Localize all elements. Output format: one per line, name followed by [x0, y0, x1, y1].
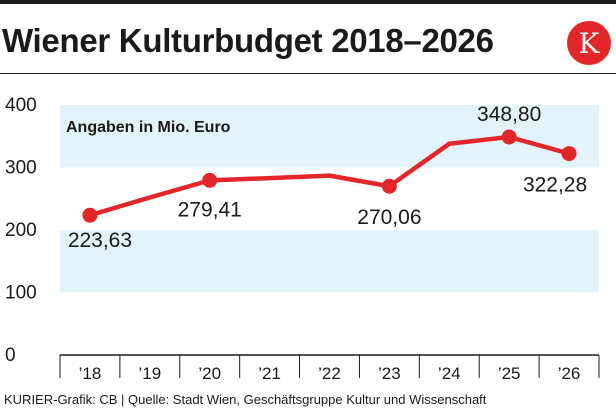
source-footer: KURIER-Grafik: CB | Quelle: Stadt Wien, …	[4, 392, 487, 407]
data-label: 322,28	[523, 174, 587, 197]
chart-subtitle: Angaben in Mio. Euro	[66, 119, 231, 136]
data-point-marker	[202, 172, 218, 188]
data-label: 223,63	[68, 229, 132, 252]
x-tick-label: ’19	[138, 364, 161, 383]
x-tick-label: ’26	[558, 364, 581, 383]
x-tick-label: ’22	[318, 364, 341, 383]
data-label: 270,06	[357, 206, 421, 229]
top-rule	[0, 0, 616, 4]
chart-title: Wiener Kulturbudget 2018–2026	[2, 22, 494, 59]
band-100-200	[60, 230, 599, 293]
x-tick-label: ’18	[79, 364, 102, 383]
data-label: 279,41	[178, 198, 242, 221]
data-point-marker	[82, 207, 98, 223]
data-point-marker	[381, 178, 397, 194]
y-tick-label: 0	[5, 345, 16, 366]
data-point-marker	[561, 146, 577, 162]
x-tick-label: ’20	[198, 364, 221, 383]
x-tick-label: ’23	[378, 364, 401, 383]
data-point-marker	[501, 129, 517, 145]
x-tick-label: ’25	[498, 364, 521, 383]
title-divider	[0, 73, 616, 74]
data-label: 348,80	[477, 103, 541, 126]
y-tick-label: 200	[5, 220, 37, 241]
y-tick-label: 300	[5, 158, 37, 179]
series-line	[87, 134, 572, 218]
kurier-logo: K	[567, 21, 611, 65]
x-tick-label: ’21	[258, 364, 281, 383]
x-tick-label: ’24	[438, 364, 461, 383]
y-tick-label: 100	[5, 283, 37, 304]
y-tick-label: 400	[5, 95, 37, 116]
